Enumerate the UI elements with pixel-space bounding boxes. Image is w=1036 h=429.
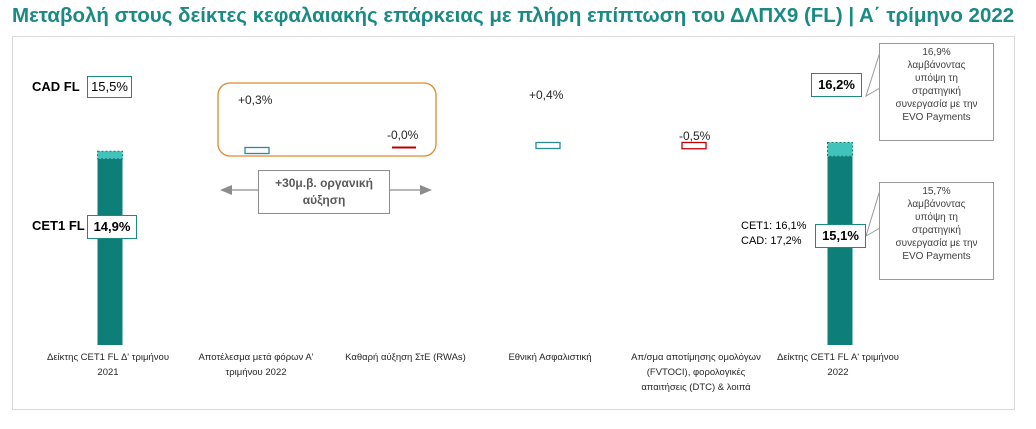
arrow-right-head xyxy=(420,185,432,195)
change-label-nbg-insurance: +0,4% xyxy=(529,88,563,102)
callout-cet1-pointer xyxy=(866,190,880,236)
category-label-result: Αποτέλεσμα μετά φόρων Α' τριμήνου 2022 xyxy=(186,350,326,380)
bar-start-cad-top xyxy=(98,151,123,159)
category-label-fvtoci: Απ/σμα αποτίμησης ομολόγων (FVTOCI), φορ… xyxy=(623,350,769,395)
organic-growth-line1: +30μ.β. οργανική xyxy=(259,175,389,192)
callout-cad-line: συνεργασία με την xyxy=(884,98,989,111)
row-label-cet1: CET1 FL xyxy=(32,218,85,233)
category-label-line: 2021 xyxy=(38,365,178,380)
callout-cet1-line: υπόψη τη xyxy=(884,211,989,224)
callout-cet1-line: λαμβάνοντας xyxy=(884,198,989,211)
category-label-line: Αποτέλεσμα μετά φόρων Α' xyxy=(186,350,326,365)
category-label-end: Δείκτης CET1 FL Α' τριμήνου 2022 xyxy=(768,350,908,380)
pro-forma-note: CET1: 16,1% CAD: 17,2% xyxy=(741,219,806,249)
callout-cad-pointer xyxy=(866,52,880,96)
category-label-line: Εθνική Ασφαλιστική xyxy=(480,350,620,365)
value-label-cet1-start: 14,9% xyxy=(87,215,137,239)
callout-cet1-line: συνεργασία με την xyxy=(884,237,989,250)
change-marker-result xyxy=(245,148,269,154)
category-label-line: Δείκτης CET1 FL Α' τριμήνου xyxy=(768,350,908,365)
pro-forma-cet1: CET1: 16,1% xyxy=(741,219,806,234)
change-label-rwas: -0,0% xyxy=(387,128,418,142)
row-label-cad: CAD FL xyxy=(32,79,80,94)
callout-cad-line: στρατηγική xyxy=(884,85,989,98)
category-label-line: (FVTOCI), φορολογικές xyxy=(623,365,769,380)
bar-end-cet1 xyxy=(828,156,853,345)
callout-cet1: 15,7% λαμβάνοντας υπόψη τη στρατηγική συ… xyxy=(879,182,994,280)
callout-cad: 16,9% λαμβάνοντας υπόψη τη στρατηγική συ… xyxy=(879,43,994,141)
value-label-cad-end: 16,2% xyxy=(811,73,862,97)
change-marker-fvtoci xyxy=(682,143,706,149)
change-label-result: +0,3% xyxy=(238,93,272,107)
callout-cet1-line: 15,7% xyxy=(884,185,989,198)
value-label-cet1-end: 15,1% xyxy=(815,224,866,248)
callout-cad-line: EVO Payments xyxy=(884,111,989,124)
callout-cad-line: υπόψη τη xyxy=(884,72,989,85)
bar-start-cet1 xyxy=(98,159,123,345)
category-label-line: απαιτήσεις (DTC) & λοιπά xyxy=(623,380,769,395)
value-label-cad-start: 15,5% xyxy=(87,76,132,98)
bar-end-cad-top xyxy=(828,143,853,157)
callout-cet1-line: EVO Payments xyxy=(884,250,989,263)
category-label-line: Καθαρή αύξηση ΣτΕ (RWAs) xyxy=(333,350,478,365)
category-label-nbg-insurance: Εθνική Ασφαλιστική xyxy=(480,350,620,365)
category-label-line: Απ/σμα αποτίμησης ομολόγων xyxy=(623,350,769,365)
change-label-fvtoci: -0,5% xyxy=(679,129,710,143)
category-label-start: Δείκτης CET1 FL Δ' τριμήνου 2021 xyxy=(38,350,178,380)
arrow-left-head xyxy=(220,185,232,195)
category-label-line: τριμήνου 2022 xyxy=(186,365,326,380)
callout-cet1-line: στρατηγική xyxy=(884,224,989,237)
callout-cad-line: 16,9% xyxy=(884,46,989,59)
category-label-line: 2022 xyxy=(768,365,908,380)
category-label-rwas: Καθαρή αύξηση ΣτΕ (RWAs) xyxy=(333,350,478,365)
organic-growth-box: +30μ.β. οργανική αύξηση xyxy=(258,170,390,214)
pro-forma-cad: CAD: 17,2% xyxy=(741,234,806,249)
organic-growth-line2: αύξηση xyxy=(259,192,389,209)
callout-cad-line: λαμβάνοντας xyxy=(884,59,989,72)
category-label-line: Δείκτης CET1 FL Δ' τριμήνου xyxy=(38,350,178,365)
change-marker-nbg-insurance xyxy=(536,143,560,149)
